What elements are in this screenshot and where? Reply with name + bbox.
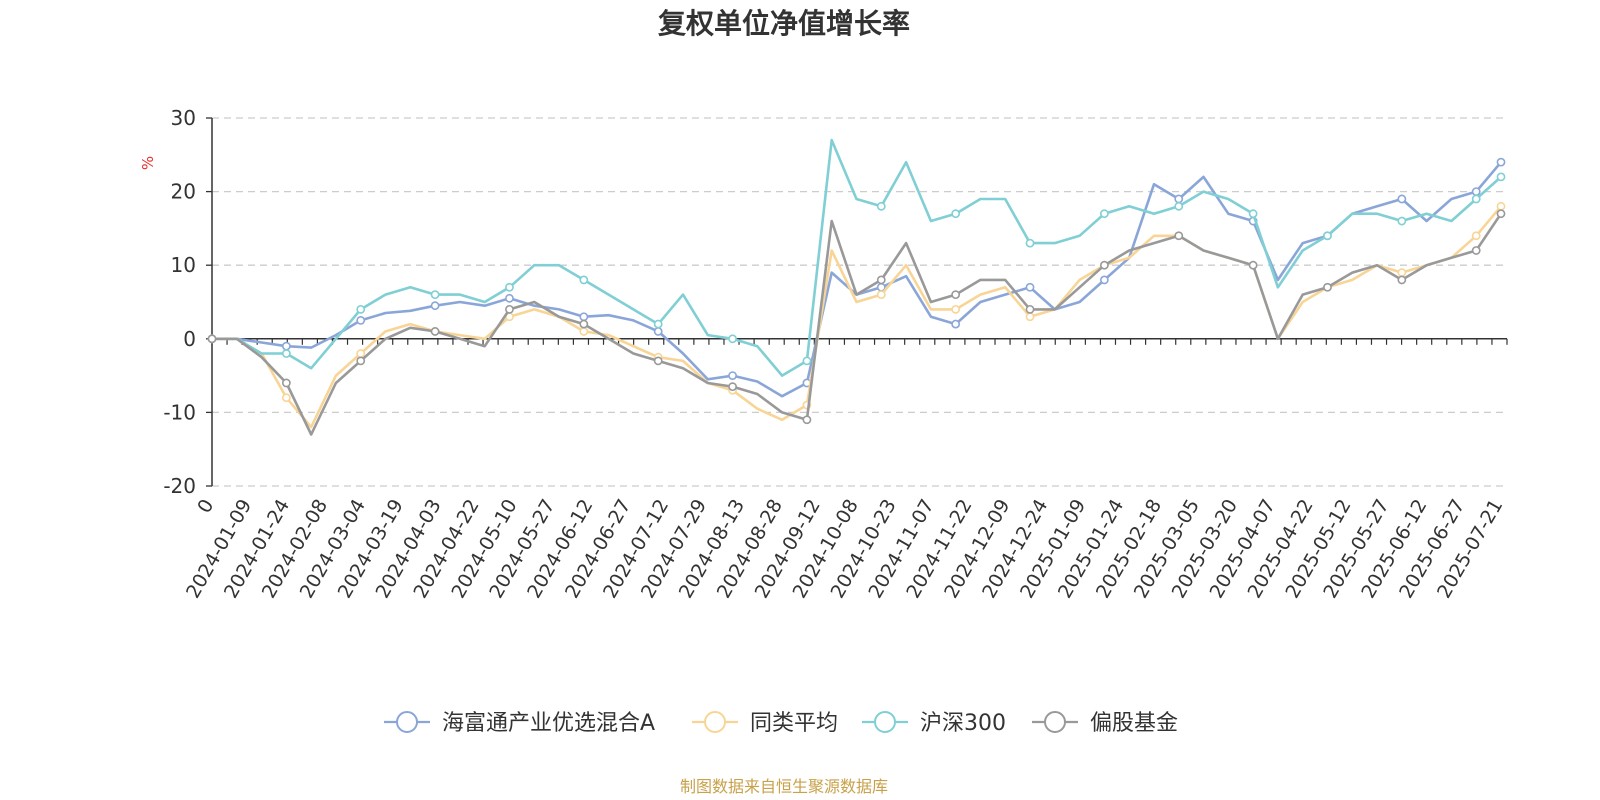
series-point	[1397, 216, 1407, 226]
y-tick-label: 10	[171, 253, 196, 277]
legend-label[interactable]: 沪深300	[920, 711, 1006, 736]
series-point	[1025, 282, 1035, 292]
series-point	[281, 393, 291, 403]
series-point	[1099, 260, 1109, 270]
legend-swatch-marker	[1044, 711, 1066, 733]
series-point	[802, 356, 812, 366]
series-point	[728, 371, 737, 380]
x-tick-label: 0	[193, 496, 218, 517]
series-point	[505, 282, 514, 292]
series-point	[951, 319, 961, 329]
y-tick-label: 30	[171, 106, 196, 130]
series-point	[1174, 201, 1184, 211]
series-point	[1174, 194, 1184, 204]
series-point	[728, 334, 737, 344]
series-point	[281, 341, 291, 351]
y-tick-labels: -20 -10 0 10 20 30	[163, 106, 196, 498]
series-line-3	[212, 212, 1503, 436]
series-point	[653, 327, 663, 336]
series-point	[356, 349, 366, 358]
series-point	[207, 334, 217, 344]
series-point	[1471, 187, 1481, 196]
series-point	[1471, 231, 1481, 241]
series-point	[1496, 209, 1506, 219]
series-point	[1248, 260, 1258, 270]
series-point	[579, 319, 589, 329]
legend-label[interactable]: 偏股基金	[1090, 711, 1178, 736]
series-line-2	[212, 138, 1502, 377]
series-point	[951, 209, 961, 219]
series-point	[1397, 194, 1407, 204]
series-point	[356, 356, 366, 366]
legend-label[interactable]: 同类平均	[750, 711, 838, 736]
series-point	[1025, 238, 1035, 248]
series-point	[1099, 209, 1109, 219]
series-point	[356, 315, 366, 325]
series-point	[505, 304, 514, 314]
y-tick-label: 0	[183, 327, 196, 351]
series-point	[1025, 304, 1035, 314]
series-point	[728, 382, 737, 392]
series-point	[579, 275, 589, 285]
series-line-1	[212, 205, 1502, 429]
y-tick-label: -10	[163, 400, 196, 424]
series-point	[1496, 201, 1506, 211]
series-point	[505, 293, 514, 303]
chart-title: 复权单位净值增长率	[658, 7, 910, 40]
series-point	[876, 275, 886, 285]
series-point	[1323, 231, 1332, 241]
series-point	[430, 327, 440, 336]
series-point	[653, 319, 663, 329]
series-point	[281, 349, 291, 358]
series-point	[1496, 157, 1506, 167]
series-point	[802, 415, 812, 425]
series-point	[281, 378, 291, 388]
series-point	[876, 290, 886, 300]
series-point	[430, 290, 440, 300]
legend-swatch-marker	[704, 711, 726, 733]
series-point	[1496, 172, 1506, 182]
legend[interactable]: 海富通产业优选混合A 同类平均 沪深300 偏股基金	[384, 711, 1178, 736]
series-point	[1174, 231, 1184, 241]
series-point	[1025, 312, 1035, 322]
series-point	[579, 312, 589, 322]
series-point	[1099, 275, 1109, 285]
series-point	[653, 356, 663, 366]
series-point	[1248, 209, 1258, 219]
data-source-note: 制图数据来自恒生聚源数据库	[680, 777, 888, 796]
series-point	[356, 304, 366, 314]
y-tick-label: 20	[171, 180, 196, 204]
y-tick-label: -20	[163, 474, 196, 498]
series-point	[1471, 194, 1481, 204]
y-axis-label: %	[139, 156, 157, 170]
series-point	[1397, 268, 1407, 277]
axes	[206, 117, 1508, 487]
series-point	[876, 201, 886, 211]
series-point	[1323, 282, 1332, 292]
series-lines	[207, 138, 1506, 436]
series-point	[1471, 246, 1481, 255]
x-tick-labels: 02024-01-092024-01-242024-02-082024-03-0…	[182, 495, 1507, 602]
series-point	[951, 290, 961, 300]
series-point	[579, 327, 589, 336]
series-point	[1397, 275, 1407, 285]
legend-swatch-marker	[396, 711, 418, 733]
legend-label[interactable]: 海富通产业优选混合A	[442, 711, 655, 736]
series-point	[951, 304, 961, 314]
series-point	[430, 301, 440, 311]
legend-swatch-marker	[874, 711, 896, 733]
